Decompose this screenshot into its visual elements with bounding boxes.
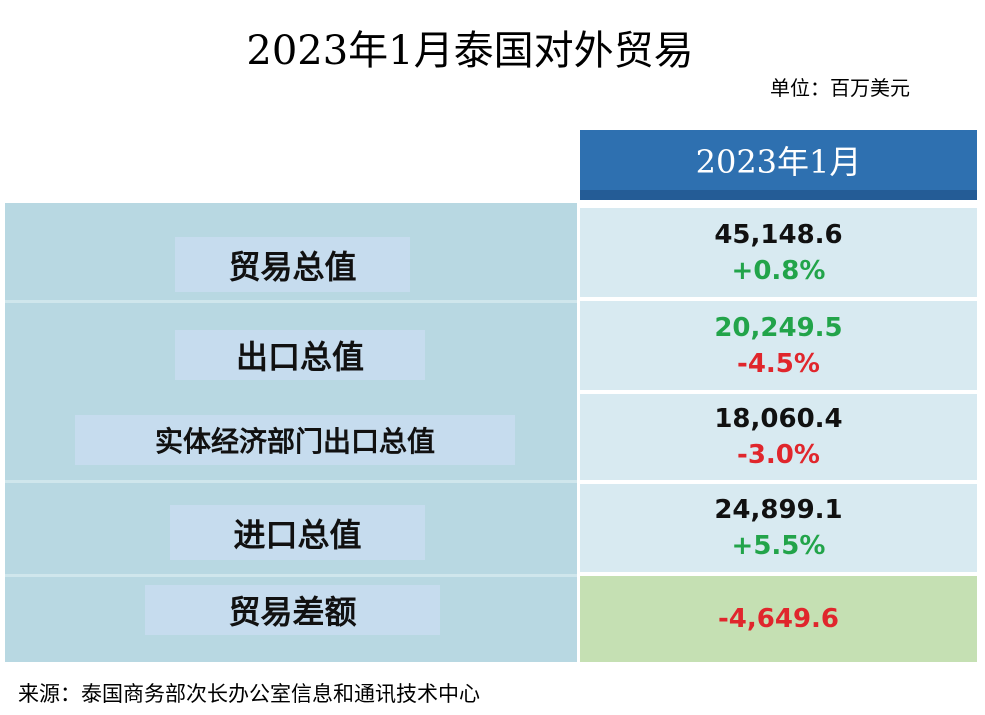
row-label: 贸易差额 bbox=[145, 585, 440, 635]
row-label: 贸易总值 bbox=[175, 237, 410, 292]
unit: 单位：百万美元 bbox=[770, 76, 910, 100]
separator bbox=[5, 574, 577, 577]
separator bbox=[5, 300, 577, 303]
source: 来源：泰国商务部次长办公室信息和通讯技术中心 bbox=[18, 682, 480, 706]
change: +0.8% bbox=[731, 255, 826, 286]
value: 45,148.6 bbox=[714, 219, 843, 250]
row-label: 进口总值 bbox=[170, 505, 425, 560]
change: -3.0% bbox=[737, 440, 820, 470]
separator bbox=[5, 480, 577, 483]
row-label: 出口总值 bbox=[175, 330, 425, 380]
row-label: 实体经济部门出口总值 bbox=[75, 415, 515, 465]
title: 2023年1月泰国对外贸易 bbox=[246, 28, 694, 74]
change: +5.5% bbox=[731, 531, 826, 561]
value: -4,649.6 bbox=[718, 604, 839, 634]
value-cell: 18,060.4 -3.0% bbox=[580, 394, 977, 480]
change: -4.5% bbox=[737, 348, 820, 379]
value: 18,060.4 bbox=[714, 404, 843, 434]
value: 20,249.5 bbox=[714, 312, 843, 343]
column-header: 2023年1月 bbox=[580, 130, 977, 200]
value-cell: 24,899.1 +5.5% bbox=[580, 484, 977, 572]
value-cell: 20,249.5 -4.5% bbox=[580, 301, 977, 390]
value-cell: 45,148.6 +0.8% bbox=[580, 208, 977, 297]
value-cell: -4,649.6 bbox=[580, 576, 977, 662]
value: 24,899.1 bbox=[714, 495, 843, 525]
